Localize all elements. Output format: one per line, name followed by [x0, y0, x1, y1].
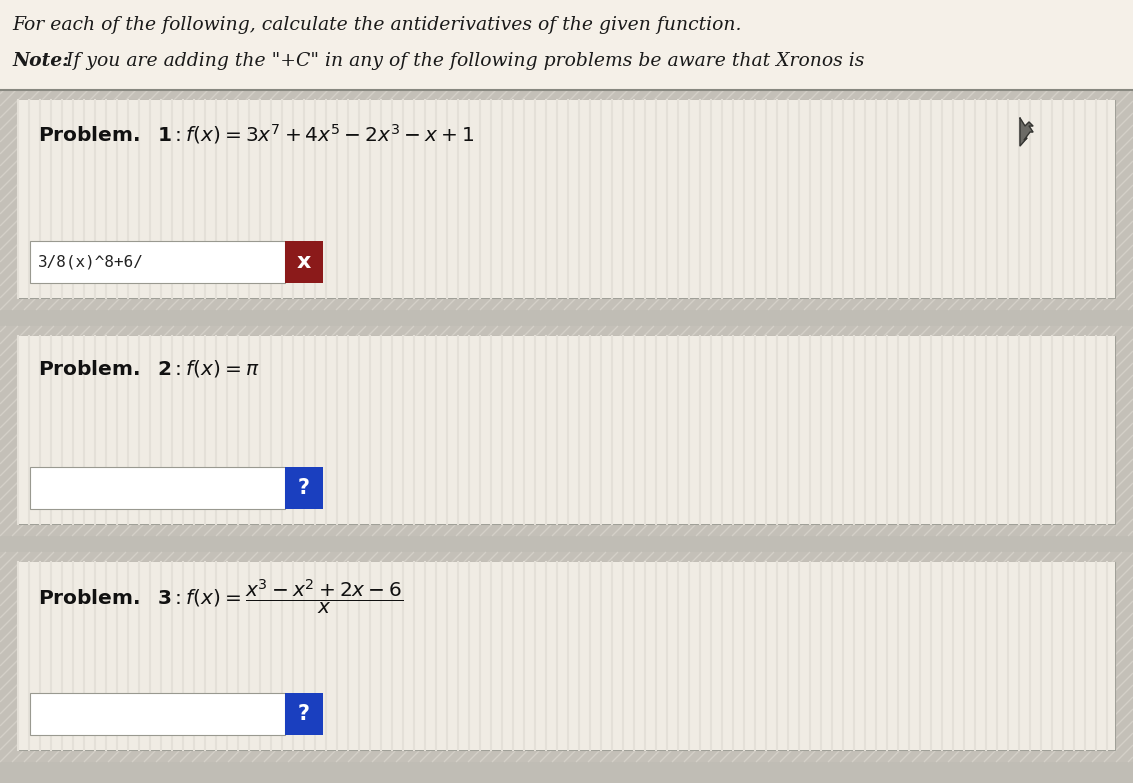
- Text: Note:: Note:: [12, 52, 69, 70]
- Text: ?: ?: [298, 478, 310, 498]
- Bar: [18, 336, 1115, 524]
- Text: x: x: [297, 252, 312, 272]
- Bar: [18, 562, 1115, 750]
- Bar: [0, 90, 1133, 310]
- Text: For each of the following, calculate the antiderivatives of the given function.: For each of the following, calculate the…: [12, 16, 741, 34]
- Bar: [0, 326, 1133, 536]
- Bar: [0, 0, 1133, 90]
- Bar: [18, 100, 1115, 298]
- Bar: [18, 100, 1115, 298]
- Bar: [18, 336, 1115, 524]
- Bar: [286, 467, 323, 509]
- Text: ?: ?: [298, 704, 310, 724]
- Bar: [286, 693, 323, 735]
- Text: $\mathbf{Problem.\ \ 2}$$: f(x) = \pi$: $\mathbf{Problem.\ \ 2}$$: f(x) = \pi$: [39, 358, 259, 379]
- Bar: [286, 241, 323, 283]
- Text: 3/8(x)^8+6/: 3/8(x)^8+6/: [39, 254, 144, 269]
- Polygon shape: [1020, 118, 1033, 146]
- Bar: [29, 693, 286, 735]
- Text: If you are adding the "+C" in any of the following problems be aware that Xronos: If you are adding the "+C" in any of the…: [60, 52, 864, 70]
- Text: $\mathbf{Problem.\ \ 3}$$: f(x) = \dfrac{x^3 - x^2 + 2x - 6}{x}$: $\mathbf{Problem.\ \ 3}$$: f(x) = \dfrac…: [39, 578, 403, 617]
- Bar: [29, 467, 286, 509]
- Bar: [18, 562, 1115, 750]
- Bar: [29, 241, 286, 283]
- Text: $\mathbf{Problem.\ \ 1}$$: f(x) = 3x^7 + 4x^5 - 2x^3 - x + 1$: $\mathbf{Problem.\ \ 1}$$: f(x) = 3x^7 +…: [39, 122, 475, 146]
- Bar: [0, 762, 1133, 783]
- Bar: [0, 552, 1133, 762]
